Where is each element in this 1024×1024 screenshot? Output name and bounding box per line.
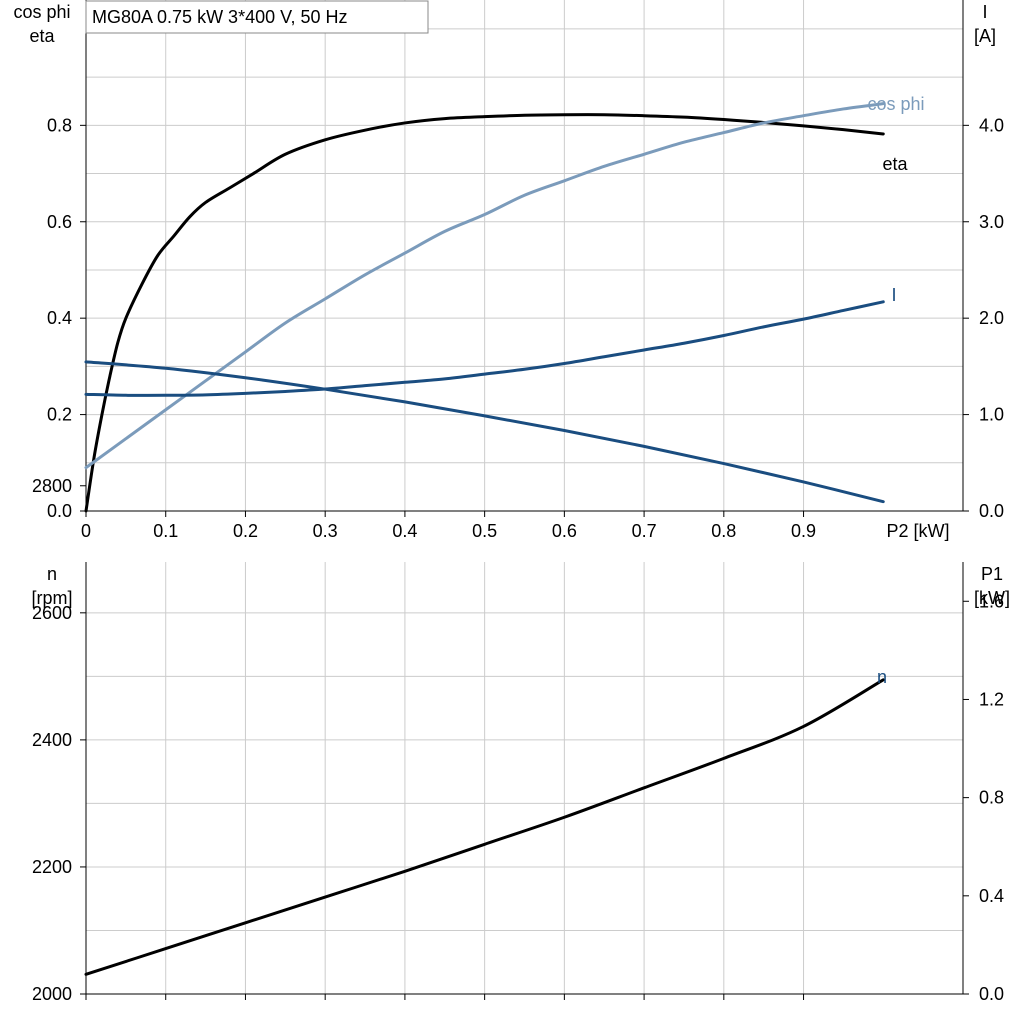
right-axis-label: I	[982, 2, 987, 22]
right-tick-label: 2.0	[979, 308, 1004, 328]
right-tick-label: 0.4	[979, 886, 1004, 906]
right-axis-label: [kW]	[974, 588, 1010, 608]
left-tick-label: 2800	[32, 476, 72, 496]
left-axis-label: eta	[29, 26, 55, 46]
left-tick-label: 2600	[32, 603, 72, 623]
series-cos-phi-line	[84, 102, 885, 470]
chart-title: MG80A 0.75 kW 3*400 V, 50 Hz	[92, 7, 347, 27]
right-tick-label: 0.0	[979, 984, 1004, 1004]
series-p1-line	[84, 678, 885, 976]
right-tick-label: 1.2	[979, 689, 1004, 709]
right-tick-label: 1.6	[979, 591, 1004, 611]
x-tick-label: 0	[81, 521, 91, 541]
right-axis-label: P1	[981, 564, 1003, 584]
x-axis-label: P2 [kW]	[886, 521, 949, 541]
left-axis-label: cos phi	[13, 2, 70, 22]
right-tick-label: 1.0	[979, 405, 1004, 425]
left-tick-label: 2000	[32, 984, 72, 1004]
chart-title-box: MG80A 0.75 kW 3*400 V, 50 Hz	[85, 0, 429, 34]
title-frame	[85, 0, 429, 34]
x-tick-label: 0.1	[153, 521, 178, 541]
series-n-line	[84, 360, 885, 504]
left-tick-label: 2400	[32, 730, 72, 750]
left-tick-label: 0.2	[47, 405, 72, 425]
right-axis-label: [A]	[974, 26, 996, 46]
x-tick-label: 0.6	[552, 521, 577, 541]
left-tick-label: 0.8	[47, 115, 72, 135]
annotation-i: I	[891, 285, 896, 305]
right-tick-label: 0.0	[979, 501, 1004, 521]
left-tick-label: 0.6	[47, 212, 72, 232]
annotation-n: n	[877, 667, 887, 687]
right-tick-label: 0.8	[979, 788, 1004, 808]
x-tick-label: 0.4	[392, 521, 417, 541]
right-tick-label: 3.0	[979, 212, 1004, 232]
series-eta-line	[84, 113, 885, 513]
left-tick-label: 0.4	[47, 308, 72, 328]
speed-power-panel: 2000 2200 2400 2600 2800 0.0 0.4 0.8 1.2 1.6 n [rpm…	[31, 360, 1010, 1004]
left-axis-label: n	[47, 564, 57, 584]
right-tick-label: 4.0	[979, 115, 1004, 135]
left-axis-label: [rpm]	[31, 588, 72, 608]
left-tick-label: 0.0	[47, 501, 72, 521]
annotation-eta: eta	[882, 154, 908, 174]
x-tick-label: 0.3	[313, 521, 338, 541]
x-tick-label: 0.5	[472, 521, 497, 541]
series-i-line	[84, 300, 885, 397]
annotation-cos-phi: cos phi	[867, 94, 924, 114]
efficiency-panel: 0 0.1 0.2 0.3 0.4 0.5 0.6 0.7 0.8 0.9 P2 [kW] 0.0 0.…	[13, 0, 1004, 541]
left-tick-label: 2200	[32, 857, 72, 877]
x-tick-label: 0.8	[711, 521, 736, 541]
x-tick-label: 0.2	[233, 521, 258, 541]
x-tick-label: 0.7	[632, 521, 657, 541]
x-tick-label: 0.9	[791, 521, 816, 541]
